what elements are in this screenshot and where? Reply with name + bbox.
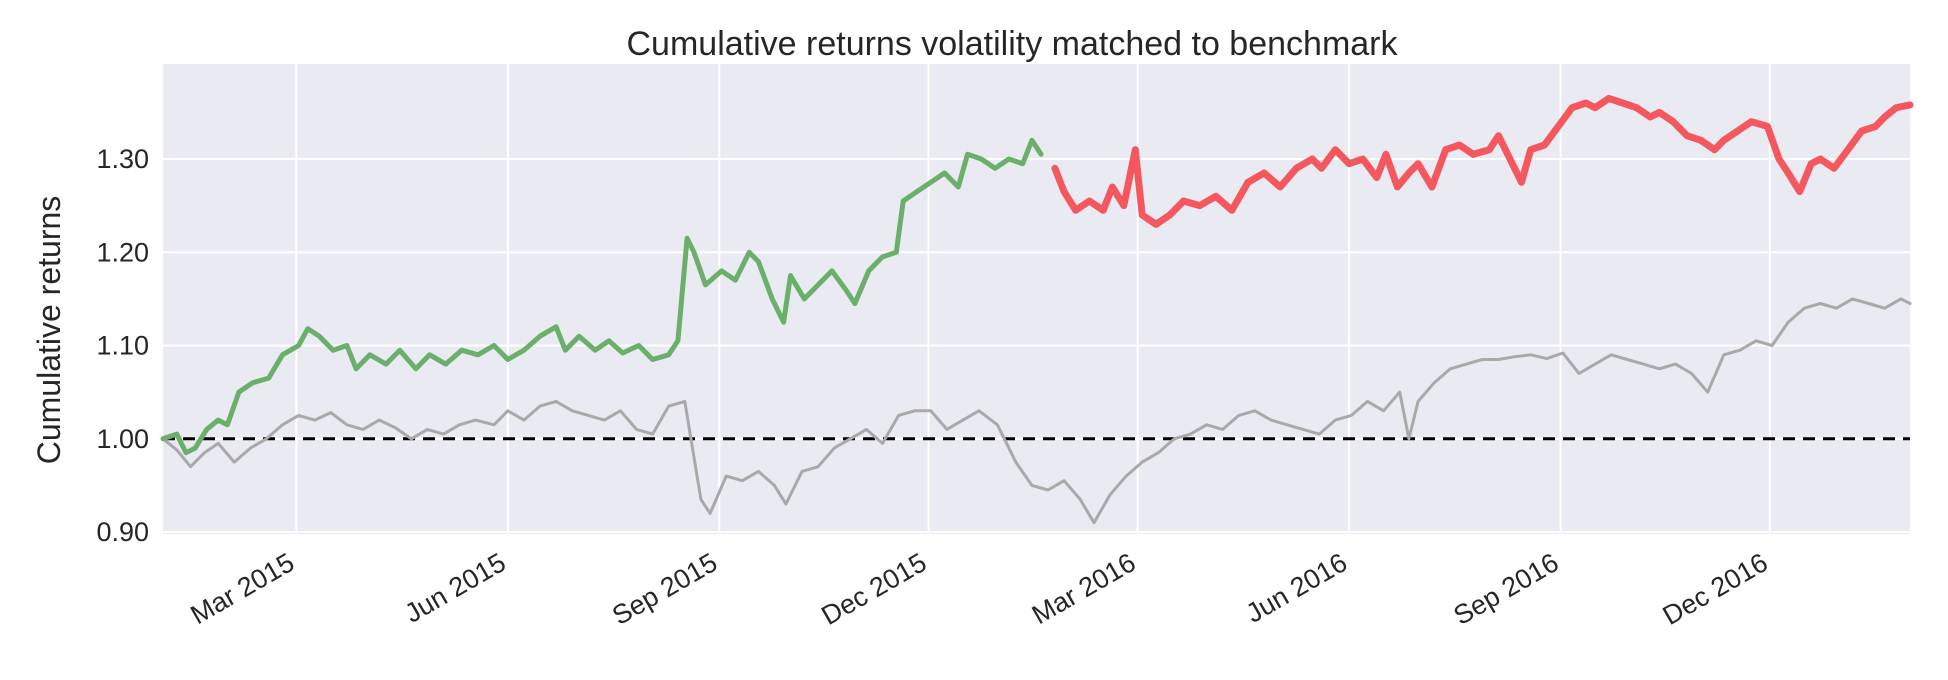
plot-area	[163, 64, 1910, 534]
x-tick-label: Sep 2015	[607, 547, 722, 631]
x-ticks: Mar 2015 Jun 2015 Sep 2015 Dec 2015 Mar 2016…	[186, 547, 1773, 631]
x-tick-label: Sep 2016	[1448, 547, 1563, 631]
y-tick-label: 1.10	[96, 331, 149, 361]
y-ticks: 0.90 1.00 1.10 1.20 1.30	[96, 144, 149, 547]
series-layer	[160, 94, 1914, 525]
series-line-benchmark	[161, 297, 1912, 525]
series-line-in-sample	[160, 137, 1044, 456]
x-tick-label: Mar 2015	[186, 547, 300, 630]
chart-title: Cumulative returns volatility matched to…	[627, 25, 1399, 63]
y-axis-label: Cumulative returns	[31, 196, 67, 465]
x-tick-label: Dec 2016	[1658, 547, 1773, 631]
x-tick-label: Jun 2016	[1241, 547, 1352, 629]
x-tick-label: Mar 2016	[1027, 547, 1141, 630]
y-tick-label: 0.90	[96, 517, 149, 547]
x-tick-label: Jun 2015	[400, 547, 511, 629]
y-tick-label: 1.20	[96, 237, 149, 267]
x-tick-label: Dec 2015	[816, 547, 931, 631]
y-tick-label: 1.30	[96, 144, 149, 174]
y-tick-label: 1.00	[96, 424, 149, 454]
series-line-out-of-sample	[1051, 94, 1914, 228]
